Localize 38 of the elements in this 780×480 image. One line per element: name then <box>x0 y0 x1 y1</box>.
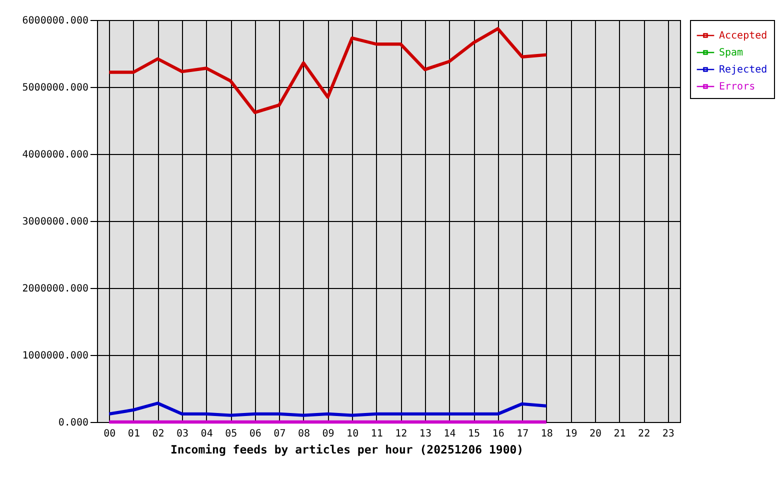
x-tick-label: 03 <box>176 428 189 440</box>
x-tick-label: 04 <box>200 428 213 440</box>
x-tick-label: 11 <box>370 428 383 440</box>
x-tick-label: 17 <box>516 428 529 440</box>
y-tick-label: 5000000.000 <box>22 82 88 94</box>
legend-label: Spam <box>719 48 744 58</box>
y-tick-label: 6000000.000 <box>22 16 88 26</box>
x-tick-label: 21 <box>614 428 626 440</box>
x-tick-label: 20 <box>589 428 602 440</box>
y-tick-label: 1000000.000 <box>22 350 88 362</box>
x-tick-label: 18 <box>540 428 553 440</box>
legend-label: Errors <box>719 82 756 92</box>
x-tick-label: 22 <box>638 428 650 440</box>
line-series <box>108 27 548 114</box>
line-series <box>108 402 548 417</box>
x-tick-label: 06 <box>249 428 262 440</box>
y-tick-label: 0.000 <box>58 418 88 428</box>
x-tick-label: 08 <box>298 428 310 440</box>
legend-label: Rejected <box>719 64 768 76</box>
y-tick-label: 4000000.000 <box>22 150 88 160</box>
x-tick-label: 15 <box>468 428 480 440</box>
x-tick-label: 19 <box>565 428 578 440</box>
x-tick-label: 07 <box>274 428 286 440</box>
x-tick-label: 16 <box>492 428 504 440</box>
x-tick-label: 13 <box>419 428 432 440</box>
y-tick-label: 2000000.000 <box>22 284 88 294</box>
x-tick-label: 12 <box>395 428 408 440</box>
legend-label: Accepted <box>719 30 768 42</box>
x-tick-label: 23 <box>662 428 674 440</box>
x-tick-label: 10 <box>346 428 359 440</box>
x-tick-label: 02 <box>152 428 164 440</box>
x-axis-title: Incoming feeds by articles per hour (20251206 1900) <box>170 442 524 456</box>
y-tick-label: 3000000.000 <box>22 216 88 228</box>
x-tick-label: 14 <box>444 428 456 440</box>
x-tick-label: 00 <box>104 428 116 440</box>
x-tick-label: 01 <box>128 428 140 440</box>
x-tick-label: 05 <box>225 428 238 440</box>
x-tick-label: 09 <box>322 428 334 440</box>
